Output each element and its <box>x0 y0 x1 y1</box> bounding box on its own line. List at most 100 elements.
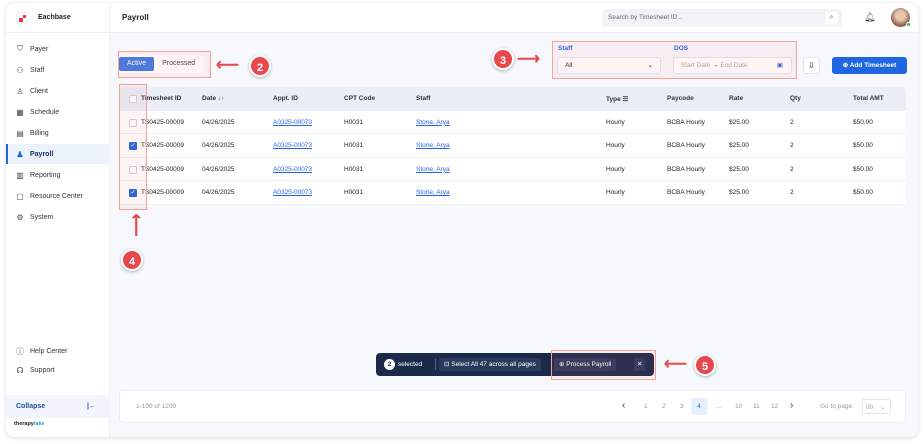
select-all-checkbox[interactable] <box>129 95 137 103</box>
cell-link[interactable]: Stone, Arya <box>416 189 450 196</box>
calendar-icon[interactable]: ▣ <box>776 62 783 69</box>
goto-page-label: Go to page <box>820 403 853 410</box>
label: Client <box>30 87 48 95</box>
cell[interactable]: Stone, Arya <box>416 166 450 173</box>
dos-filter-label: DOS <box>674 45 689 52</box>
arrow-left-icon: ⟵ <box>664 356 687 373</box>
cell[interactable]: Stone, Arya <box>416 142 450 149</box>
column-header[interactable]: Type ☰ <box>606 96 629 103</box>
timesheet-table: Timesheet ID Date ↓↑ Appt. ID CPT Code Staff… <box>119 87 906 205</box>
sidebar-item-resource-center[interactable]: ▢ Resource Center <box>6 186 110 206</box>
add-timesheet-button[interactable]: ⊕ Add Timesheet <box>832 57 907 74</box>
sidebar-item-billing[interactable]: ▤ Billing <box>6 123 110 143</box>
cell[interactable]: Stone, Arya <box>416 189 450 196</box>
collapse-label: Collapse <box>16 403 46 410</box>
label: Staff <box>30 66 45 74</box>
gear-icon: ⚙ <box>16 212 24 222</box>
sidebar-item-help-center[interactable]: ⓘ Help Center <box>6 341 110 361</box>
cell: BCBA Hourly <box>667 142 705 149</box>
cell[interactable]: Stone, Arya <box>416 119 450 126</box>
page-2[interactable]: 2 <box>662 403 666 410</box>
eachbase-logo-icon <box>16 11 28 24</box>
cell-link[interactable]: A0325-00073 <box>273 118 313 126</box>
column-header[interactable]: Date ↓↑ <box>202 95 225 102</box>
users-icon: ⚇ <box>16 65 24 75</box>
collapse-button[interactable]: Collapse |← <box>6 395 110 418</box>
report-icon: ▥ <box>16 170 24 180</box>
select-all-button[interactable]: ⊡ Select All 47 across all pages <box>439 358 541 371</box>
cell[interactable]: A0325-00073 <box>273 119 312 126</box>
search-icon[interactable]: ⌕ <box>825 12 838 24</box>
annotation-4: 4 <box>121 249 143 271</box>
table-header: Timesheet ID Date ↓↑ Appt. ID CPT Code Staff… <box>119 87 906 111</box>
table-row[interactable]: ✓ TS0425-00009 04/26/2025 A0325-00073 H0031 S… <box>119 181 906 205</box>
sidebar-item-schedule[interactable]: ▦ Schedule <box>6 102 110 122</box>
search-input[interactable]: Search by Timesheet ID... ⌕ <box>602 9 842 27</box>
page-3[interactable]: 3 <box>680 403 684 410</box>
cell: 04/26/2025 <box>202 142 235 149</box>
shield-icon: ⛉ <box>17 44 23 53</box>
goto-page-select[interactable]: 00 ⌄ <box>862 399 891 414</box>
prev-page-icon[interactable]: ‹ <box>622 400 626 411</box>
sidebar-item-payroll[interactable]: ♟ Payroll <box>6 144 110 164</box>
avatar[interactable] <box>891 8 911 27</box>
tab-processed[interactable]: Processed <box>162 60 196 67</box>
sidebar-item-payer[interactable]: ⛉ Payer <box>6 39 110 59</box>
page-12[interactable]: 12 <box>771 403 779 410</box>
cloud-download-icon[interactable]: ⇩ <box>803 57 820 74</box>
cell-link[interactable]: Stone, Arya <box>416 142 450 149</box>
next-page-icon[interactable]: › <box>790 400 794 411</box>
billing-icon: ▤ <box>16 128 24 138</box>
cell: H0031 <box>344 118 364 126</box>
arrow-right-icon: ⟶ <box>517 51 540 68</box>
sort-icon[interactable]: ↓↑ <box>217 95 225 102</box>
label: Payer <box>30 45 49 53</box>
cell[interactable]: A0325-00073 <box>273 142 312 149</box>
dos-date-range[interactable]: Start Date → End Date ▣ <box>673 57 792 74</box>
cell-link[interactable]: A0325-00073 <box>273 189 313 196</box>
calendar-icon: ▦ <box>16 107 24 117</box>
cell: $25.00 <box>729 189 749 196</box>
cell-link[interactable]: A0325-00073 <box>273 165 313 173</box>
cell-link[interactable]: A0325-00073 <box>273 142 313 149</box>
process-payroll-button[interactable]: ⊕ Process Payroll <box>554 358 617 371</box>
page-11[interactable]: 11 <box>753 403 760 410</box>
start-date-input[interactable]: Start Date <box>681 62 711 69</box>
cell[interactable]: A0325-00073 <box>273 189 312 196</box>
label: Support <box>30 366 55 374</box>
row-checkbox[interactable]: ✓ <box>129 142 137 150</box>
table-row[interactable]: TS0425-00009 04/26/2025 A0325-00073 H0031 St… <box>119 157 906 181</box>
sidebar-item-staff[interactable]: ⚇ Staff <box>6 60 110 80</box>
table-row[interactable]: TS0425-00009 04/26/2025 A0325-00073 H0031 St… <box>119 110 906 134</box>
tab-active[interactable]: Active <box>119 57 155 71</box>
brand[interactable]: Eachbase <box>6 3 109 33</box>
cell-link[interactable]: Stone, Arya <box>416 165 450 173</box>
bell-icon[interactable]: 🔔︎ <box>864 12 876 22</box>
staff-filter-label: Staff <box>558 45 573 52</box>
page-4[interactable]: 4 <box>691 398 707 415</box>
cell-link[interactable]: Stone, Arya <box>416 118 450 126</box>
help-icon: ⓘ <box>16 346 24 356</box>
column-header: Paycode <box>667 95 694 102</box>
table-row[interactable]: ✓ TS0425-00009 04/26/2025 A0325-00073 H0031 S… <box>119 134 906 158</box>
sidebar-item-support[interactable]: ☊ Support <box>6 360 110 380</box>
page-1[interactable]: 1 <box>644 403 648 410</box>
annotation-5: 5 <box>694 354 716 376</box>
cell: 2 <box>790 165 794 173</box>
end-date-input[interactable]: End Date <box>720 62 748 69</box>
cell: BCBA Hourly <box>667 189 705 196</box>
sidebar-item-reporting[interactable]: ▥ Reporting <box>6 165 110 185</box>
row-checkbox[interactable] <box>129 165 137 174</box>
sidebar-item-system[interactable]: ⚙ System <box>6 207 110 227</box>
cell: $50.00 <box>853 142 873 149</box>
page-title: Payroll <box>122 13 149 22</box>
staff-select[interactable]: All ⌄ <box>557 57 661 74</box>
row-checkbox[interactable] <box>129 118 137 127</box>
sidebar-item-client[interactable]: ♙ Client <box>6 81 110 101</box>
status-tabs: Active Processed <box>117 55 206 73</box>
close-icon[interactable]: ✕ <box>634 358 646 371</box>
filter-icon[interactable]: ☰ <box>622 96 629 103</box>
page-10[interactable]: 10 <box>735 403 743 410</box>
row-checkbox[interactable]: ✓ <box>129 189 137 197</box>
cell[interactable]: A0325-00073 <box>273 166 312 173</box>
